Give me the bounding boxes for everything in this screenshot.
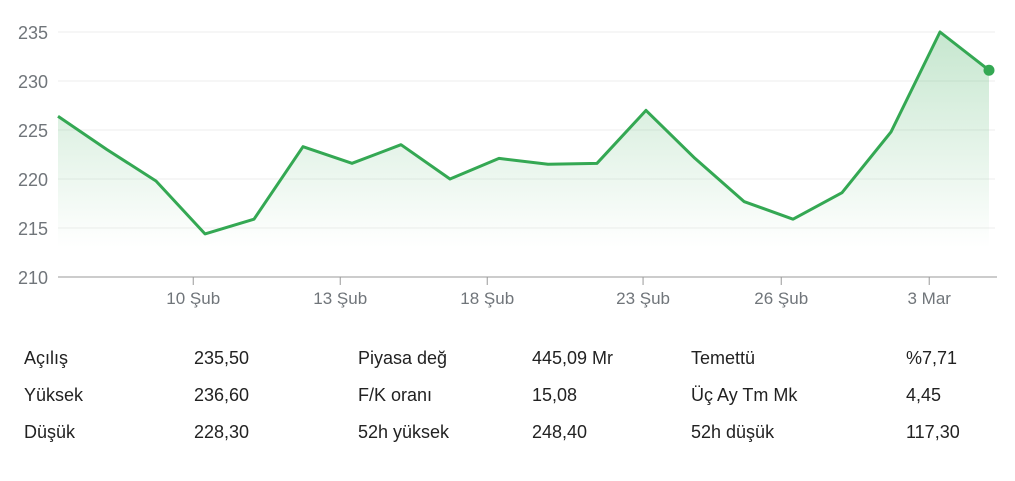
stat-value: 235,50 xyxy=(194,348,250,368)
y-tick-label: 210 xyxy=(18,268,48,288)
stat-value: 117,30 xyxy=(906,422,960,442)
y-tick-label: 230 xyxy=(18,72,48,92)
y-tick-label: 215 xyxy=(18,219,48,239)
stat-value: 445,09 Mr xyxy=(532,348,614,368)
area-fill xyxy=(58,32,989,248)
price-line xyxy=(57,30,990,236)
stat-label: Piyasa değ xyxy=(358,348,448,368)
x-tick-label: 3 Mar xyxy=(907,289,951,308)
stat-value: 228,30 xyxy=(194,422,250,442)
stat-label: Açılış xyxy=(24,348,69,368)
stat-value: 4,45 xyxy=(906,385,942,405)
stat-value: 236,60 xyxy=(194,385,250,405)
x-tick-label: 23 Şub xyxy=(616,289,670,308)
x-tick-label: 10 Şub xyxy=(166,289,220,308)
stat-label: F/K oranı xyxy=(358,385,433,405)
stat-label: Düşük xyxy=(24,422,76,442)
stat-label: 52h yüksek xyxy=(358,422,450,442)
stat-value: 248,40 xyxy=(532,422,588,442)
stat-label: Temettü xyxy=(691,348,756,368)
x-tick-label: 13 Şub xyxy=(313,289,367,308)
y-tick-label: 235 xyxy=(18,23,48,43)
stat-label: Yüksek xyxy=(24,385,84,405)
y-tick-label: 225 xyxy=(18,121,48,141)
data-point xyxy=(983,64,995,76)
stat-value: 15,08 xyxy=(532,385,578,405)
y-tick-label: 220 xyxy=(18,170,48,190)
x-tick-label: 18 Şub xyxy=(460,289,514,308)
x-tick-label: 26 Şub xyxy=(754,289,808,308)
stat-value: %7,71 xyxy=(906,348,958,368)
price-chart[interactable]: 210 215 220 225 230 235 10 Şub 13 Şub 18 Şub 23 Ş… xyxy=(0,0,1015,320)
stat-label: 52h düşük xyxy=(691,422,775,442)
stat-label: Üç Ay Tm Mk xyxy=(691,385,798,405)
